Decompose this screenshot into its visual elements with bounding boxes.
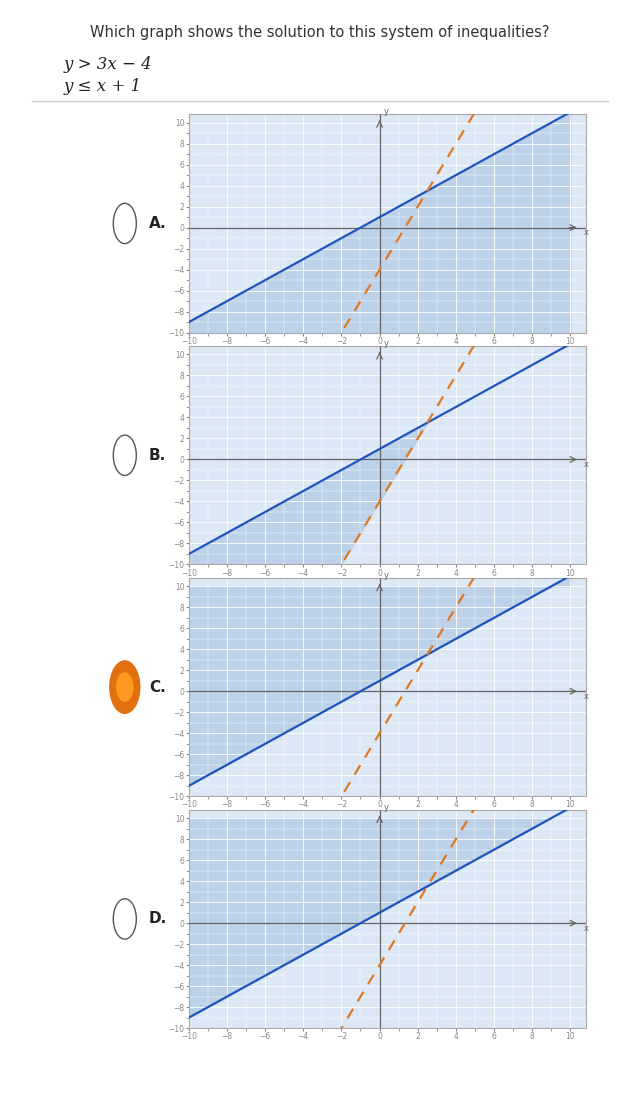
Text: x: x xyxy=(584,692,589,701)
Text: x: x xyxy=(584,924,589,933)
Text: y: y xyxy=(383,571,388,580)
Text: y > 3x − 4: y > 3x − 4 xyxy=(64,56,153,73)
Text: A.: A. xyxy=(149,216,167,231)
Text: D.: D. xyxy=(149,912,168,926)
Text: y: y xyxy=(383,108,388,116)
Text: B.: B. xyxy=(149,448,166,463)
Text: x: x xyxy=(584,228,589,237)
Text: y: y xyxy=(383,803,388,812)
Text: C.: C. xyxy=(149,680,166,694)
Text: y: y xyxy=(383,339,388,348)
Text: x: x xyxy=(584,460,589,469)
Text: Which graph shows the solution to this system of inequalities?: Which graph shows the solution to this s… xyxy=(90,25,550,39)
Text: y ≤ x + 1: y ≤ x + 1 xyxy=(64,78,142,95)
